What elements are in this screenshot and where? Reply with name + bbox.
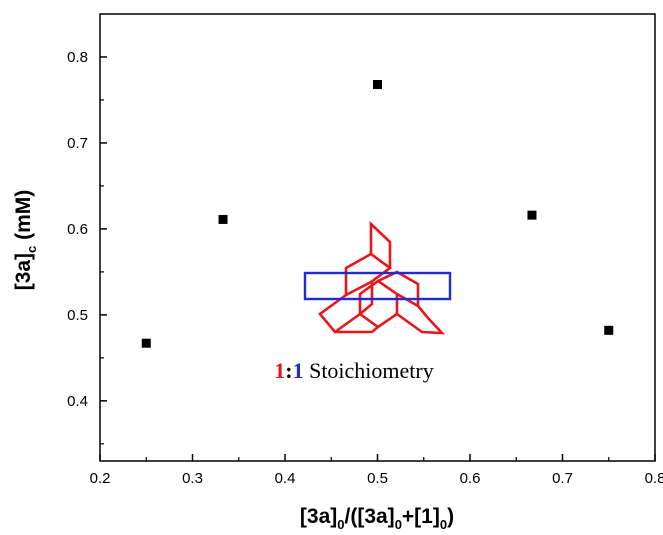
annotation-guest-ratio: 1 <box>293 358 304 383</box>
y-axis-title-subscript: c <box>24 246 39 253</box>
host-molecule-outline <box>318 220 446 335</box>
x-axis-title-part: /([3a] <box>345 505 395 528</box>
x-tick-label: 0.3 <box>182 470 203 487</box>
annotation-host-ratio: 1 <box>274 358 285 383</box>
y-tick-label: 0.6 <box>67 221 88 238</box>
y-tick-label: 0.7 <box>67 135 88 152</box>
x-tick-label: 0.2 <box>90 470 111 487</box>
data-points <box>141 79 614 348</box>
x-axis-title-part: +[1] <box>402 505 440 528</box>
data-point <box>373 79 382 89</box>
y-axis-title-part: (mM) <box>12 190 35 246</box>
x-axis-title: [3a]0/([3a]0+[1]0) <box>300 505 454 532</box>
x-axis-title-part: [3a] <box>300 505 337 528</box>
data-point <box>218 214 228 224</box>
annotation-colon: : <box>285 358 292 383</box>
x-axis-title-subscript: 0 <box>337 517 344 532</box>
x-tick-label: 0.6 <box>460 470 481 487</box>
data-point <box>604 325 614 335</box>
x-tick-label: 0.7 <box>552 470 573 487</box>
x-axis-title-subscript: 0 <box>440 517 447 532</box>
stoichiometry-annotation: 1:1 Stoichiometry <box>274 358 433 383</box>
x-tick-label: 0.4 <box>275 470 296 487</box>
y-axis-ticks: 0.4 0.5 0.6 0.7 0.8 <box>67 49 107 445</box>
y-axis-title: [3a]c (mM) <box>12 190 39 291</box>
stoichiometry-structure-illustration <box>303 220 452 335</box>
y-tick-label: 0.4 <box>67 393 88 410</box>
y-axis-title-part: [3a] <box>12 253 35 290</box>
x-axis-title-subscript: 0 <box>395 517 402 532</box>
annotation-label: Stoichiometry <box>304 358 434 383</box>
data-point <box>527 210 537 220</box>
x-axis-ticks: 0.2 0.3 0.4 0.5 0.6 0.7 0.8 <box>90 454 663 487</box>
x-axis-title-part: ) <box>447 505 454 528</box>
x-tick-label: 0.8 <box>645 470 663 487</box>
x-tick-label: 0.5 <box>367 470 388 487</box>
data-point <box>141 338 151 348</box>
y-tick-label: 0.8 <box>67 49 88 66</box>
guest-molecule-outline <box>303 271 452 301</box>
y-tick-label: 0.5 <box>67 307 88 324</box>
